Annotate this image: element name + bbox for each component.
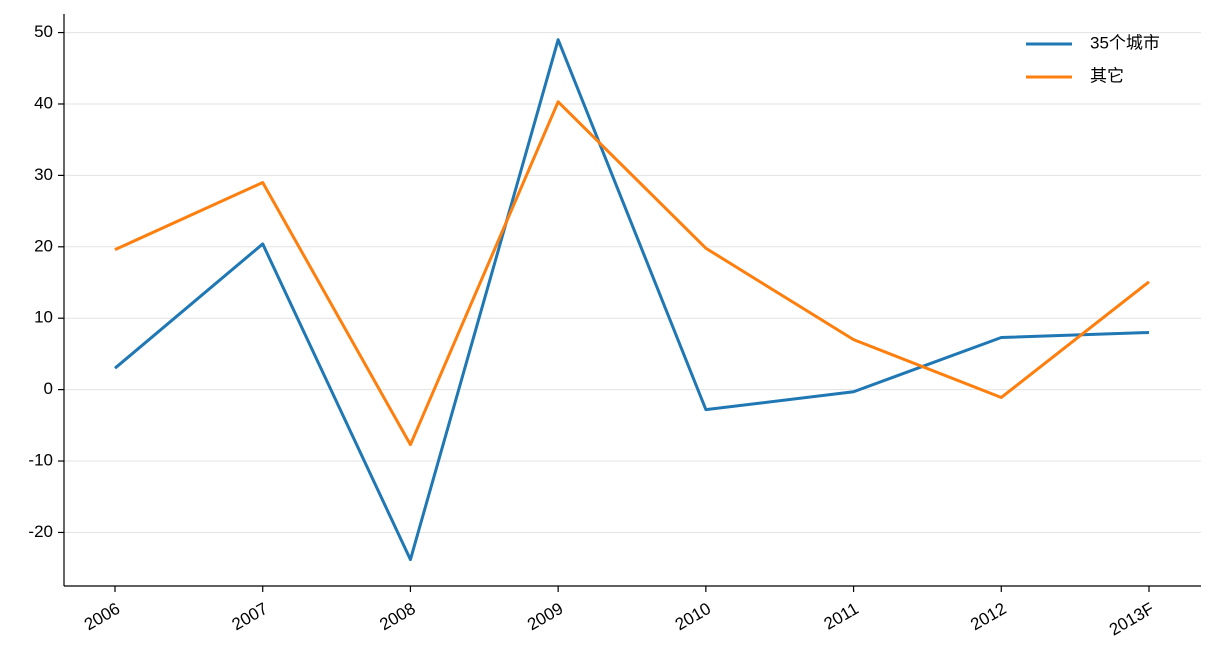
y-tick-label: 0 xyxy=(44,379,53,398)
x-tick-label: 2012 xyxy=(967,599,1009,634)
line-series xyxy=(114,100,1150,447)
x-tick-label: 2011 xyxy=(821,599,862,634)
x-tick-label: 2013F xyxy=(1106,599,1157,640)
y-tick-label: -10 xyxy=(28,451,53,470)
line-series xyxy=(114,38,1150,562)
y-tick-label: 40 xyxy=(34,93,53,112)
y-tick-label: 30 xyxy=(34,165,53,184)
y-tick-label: 20 xyxy=(34,236,53,255)
x-tick-label: 2007 xyxy=(229,599,271,634)
x-tick-label: 2006 xyxy=(81,599,123,634)
y-tick-label: 10 xyxy=(34,308,53,327)
x-tick-label: 2008 xyxy=(376,599,418,634)
legend-label: 35个城市 xyxy=(1090,33,1160,52)
x-tick-label: 2010 xyxy=(672,599,714,634)
y-tick-label: -20 xyxy=(28,522,53,541)
y-tick-label: 50 xyxy=(34,22,53,41)
x-tick-label: 2009 xyxy=(524,599,566,634)
legend-label: 其它 xyxy=(1090,66,1124,85)
